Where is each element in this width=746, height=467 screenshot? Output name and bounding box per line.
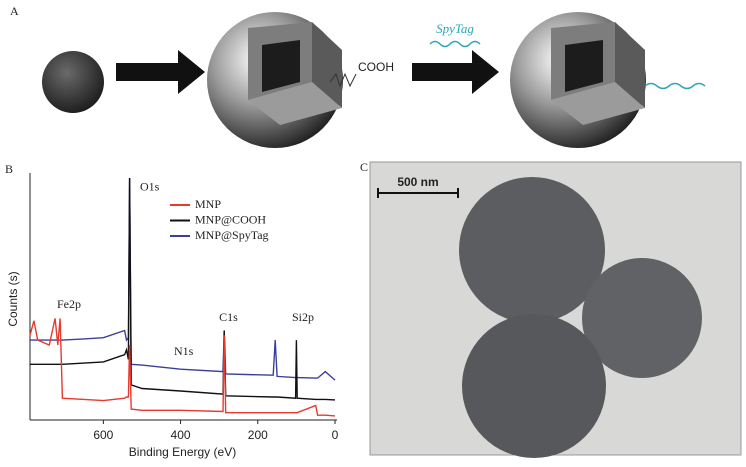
- peak-label: C1s: [219, 310, 238, 324]
- bare-particle: [42, 51, 104, 113]
- arrow: [116, 50, 205, 94]
- arrow: [412, 50, 499, 94]
- x-tick-label: 400: [171, 428, 191, 442]
- peak-label: Fe2p: [57, 297, 81, 311]
- spectrum-line: [30, 177, 336, 401]
- legend-label: MNP: [195, 197, 221, 211]
- group-label: COOH: [358, 60, 394, 74]
- x-tick-label: 0: [332, 428, 339, 442]
- xps-chart: 600 400 200 0 Binding Energy (eV) Counts (s) O…: [6, 173, 339, 459]
- panel-label: A: [10, 4, 19, 18]
- y-axis-label: Counts (s): [6, 271, 20, 326]
- functionalized-particle: [510, 12, 646, 148]
- panel-label: C: [360, 160, 368, 174]
- peptide-label: SpyTag: [436, 21, 474, 36]
- x-tick-label: 200: [248, 428, 268, 442]
- panel-label: B: [5, 162, 13, 176]
- x-tick-label: 600: [93, 428, 113, 442]
- carboxyl-linker: [329, 72, 357, 88]
- peak-label: Si2p: [292, 310, 314, 324]
- peak-label: N1s: [174, 344, 194, 358]
- legend-label: MNP@SpyTag: [195, 228, 269, 242]
- peak-label: O1s: [140, 179, 160, 193]
- scale-bar-label: 500 nm: [397, 175, 438, 189]
- legend-label: MNP@COOH: [195, 212, 266, 226]
- core-shell-particle: [207, 12, 343, 148]
- micrograph: [369, 161, 742, 458]
- x-axis-label: Binding Energy (eV): [129, 445, 236, 459]
- spectrum-line: [29, 318, 336, 417]
- peptide-icon: [429, 40, 481, 48]
- attached-peptide: [644, 82, 706, 90]
